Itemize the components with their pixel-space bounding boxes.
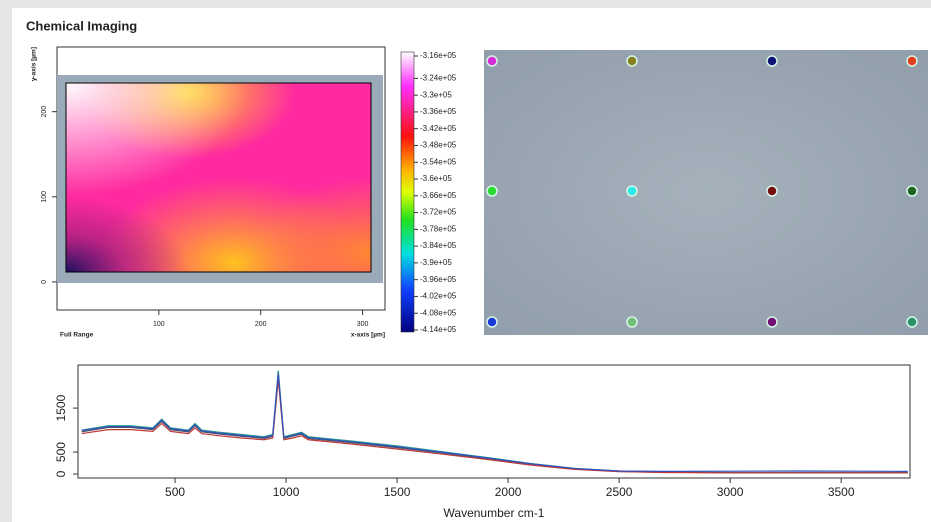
y-tick-label: 0 [41, 280, 48, 284]
colorbar-tick-label: -3.42e+05 [420, 124, 457, 133]
heatmap-image [65, 82, 372, 273]
x-tick-label: 100 [153, 321, 165, 328]
spectrum-line [81, 379, 908, 474]
colorbar-tick-label: -3.66e+05 [420, 191, 457, 200]
x-axis-label: x-axis [µm] [351, 332, 385, 339]
colorbar [400, 51, 415, 333]
colorbar-tick-label: -3.72e+05 [420, 208, 457, 217]
x-tick-label: 200 [255, 321, 267, 328]
microscope-image [484, 50, 928, 335]
y-tick-label: 200 [41, 106, 48, 118]
colorbar-tick-label: -4.08e+05 [420, 308, 457, 317]
colorbar-tick-label: -3.6e+05 [420, 174, 452, 183]
colorbar-tick-label: -4.14e+05 [420, 325, 457, 334]
heatmap-panel [56, 46, 415, 333]
colorbar-tick-label: -3.36e+05 [420, 107, 457, 116]
x-tick-label: 2500 [606, 485, 633, 499]
x-axis-label: Wavenumber cm-1 [444, 506, 545, 520]
x-tick-label: 500 [165, 485, 185, 499]
y-tick-label: 1500 [54, 394, 68, 421]
y-axis-label: y-axis [µm] [31, 47, 38, 81]
colorbar-tick-label: -3.96e+05 [420, 275, 457, 284]
colorbar-tick-label: -3.78e+05 [420, 224, 457, 233]
colorbar-tick-label: -3.84e+05 [420, 241, 457, 250]
spectrum-line [81, 372, 908, 473]
y-tick-label: 500 [54, 442, 68, 462]
x-tick-label: 300 [357, 321, 369, 328]
range-label: Full Range [60, 332, 94, 339]
colorbar-tick-label: -3.54e+05 [420, 157, 457, 166]
colorbar-tick-label: -3.24e+05 [420, 73, 457, 82]
x-tick-label: 3500 [828, 485, 855, 499]
spectrum-frame [77, 364, 911, 479]
x-tick-label: 1500 [384, 485, 411, 499]
colorbar-tick-label: -3.3e+05 [420, 90, 452, 99]
x-tick-label: 1000 [273, 485, 300, 499]
y-tick-label: 100 [41, 191, 48, 203]
colorbar-tick-label: -3.16e+05 [420, 51, 457, 60]
colorbar-tick-label: -3.48e+05 [420, 141, 457, 150]
colorbar-tick-label: -3.9e+05 [420, 258, 452, 267]
x-tick-label: 3000 [717, 485, 744, 499]
colorbar-tick-label: -4.02e+05 [420, 292, 457, 301]
panel-title: Chemical Imaging [26, 18, 137, 33]
x-tick-label: 2000 [495, 485, 522, 499]
y-tick-label: 0 [54, 470, 68, 477]
